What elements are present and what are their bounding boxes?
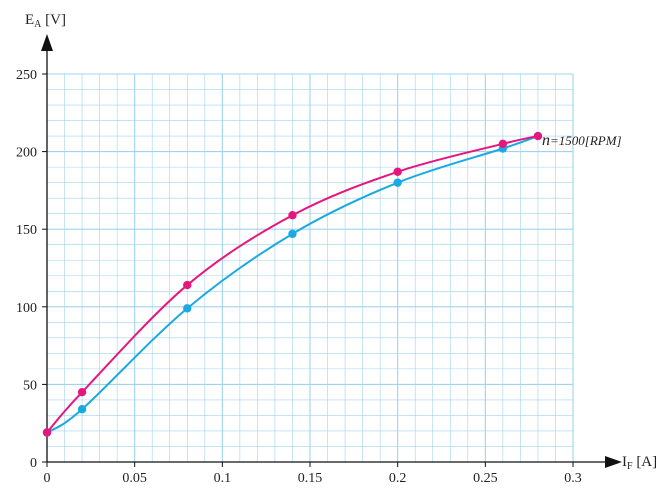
x-tick-label: 0.25: [473, 471, 498, 486]
y-tick-label: 200: [16, 146, 37, 161]
speed-annotation: n=1500[RPM]: [542, 132, 622, 149]
grid: [46, 73, 574, 463]
series: [42, 131, 543, 437]
x-tick-label: 0.3: [564, 471, 582, 486]
data-point-cyan: [393, 178, 402, 187]
data-point-magenta: [498, 139, 508, 149]
data-point-magenta: [183, 280, 192, 290]
y-tick-label: 150: [16, 223, 37, 238]
y-tick-label: 100: [16, 301, 37, 316]
data-point-cyan: [183, 304, 192, 313]
x-axis-title: IF [A]: [622, 454, 657, 472]
y-tick-label: 250: [16, 68, 37, 83]
x-tick-label: 0.15: [298, 471, 323, 486]
data-point-cyan: [77, 405, 87, 414]
y-ticks: 0 50 100 150 200 250: [16, 68, 47, 471]
y-tick-label: 0: [30, 456, 37, 471]
series-line-magenta: [46, 135, 539, 434]
y-axis-title: EA [V]: [25, 12, 66, 30]
x-tick-label: 0.05: [122, 471, 147, 486]
data-point-magenta: [393, 167, 402, 176]
y-tick-label: 50: [23, 378, 37, 393]
x-ticks: 0 0.05 0.1 0.15 0.2 0.25 0.3: [44, 462, 582, 486]
data-point-magenta: [42, 428, 52, 437]
x-axis-arrow: [605, 456, 622, 468]
data-point-magenta: [288, 211, 297, 220]
series-line-cyan: [46, 135, 539, 434]
x-tick-label: 0.2: [389, 471, 407, 486]
x-tick-label: 0: [44, 471, 51, 486]
data-point-cyan: [288, 229, 297, 239]
data-point-magenta: [77, 387, 87, 397]
x-tick-label: 0.1: [214, 471, 232, 486]
data-point-magenta: [533, 131, 543, 141]
y-axis-arrow: [41, 34, 53, 51]
axes: [41, 34, 622, 468]
